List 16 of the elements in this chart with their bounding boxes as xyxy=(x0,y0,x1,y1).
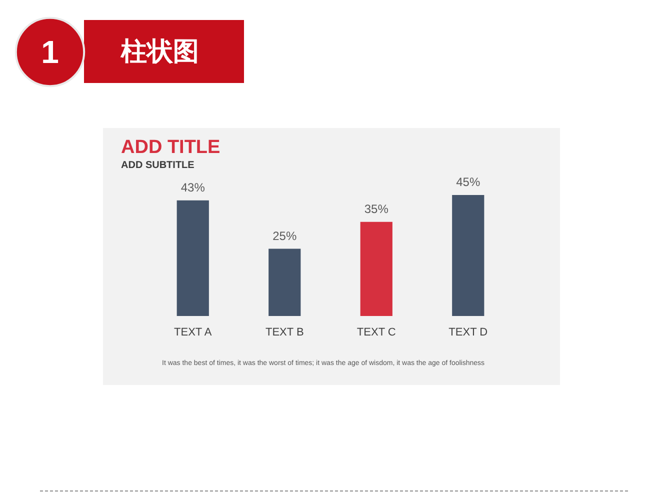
data-label: 25% xyxy=(272,228,297,243)
x-tick-label: TEXT A xyxy=(174,326,212,338)
text: 1 xyxy=(41,34,59,70)
chart-subtitle: ADD SUBTITLE xyxy=(121,160,195,171)
bar xyxy=(360,222,392,316)
x-tick-label: TEXT C xyxy=(356,326,396,338)
bar xyxy=(176,200,209,316)
data-label: 35% xyxy=(364,202,389,216)
bar xyxy=(268,248,301,316)
x-tick-label: TEXT B xyxy=(265,326,304,338)
x-tick-label: TEXT D xyxy=(448,326,488,338)
chart-title: ADD TITLE xyxy=(121,136,220,158)
text: 柱状图 xyxy=(120,36,199,66)
bar xyxy=(452,195,484,316)
data-label: 43% xyxy=(180,180,206,194)
data-label: 45% xyxy=(456,175,480,189)
